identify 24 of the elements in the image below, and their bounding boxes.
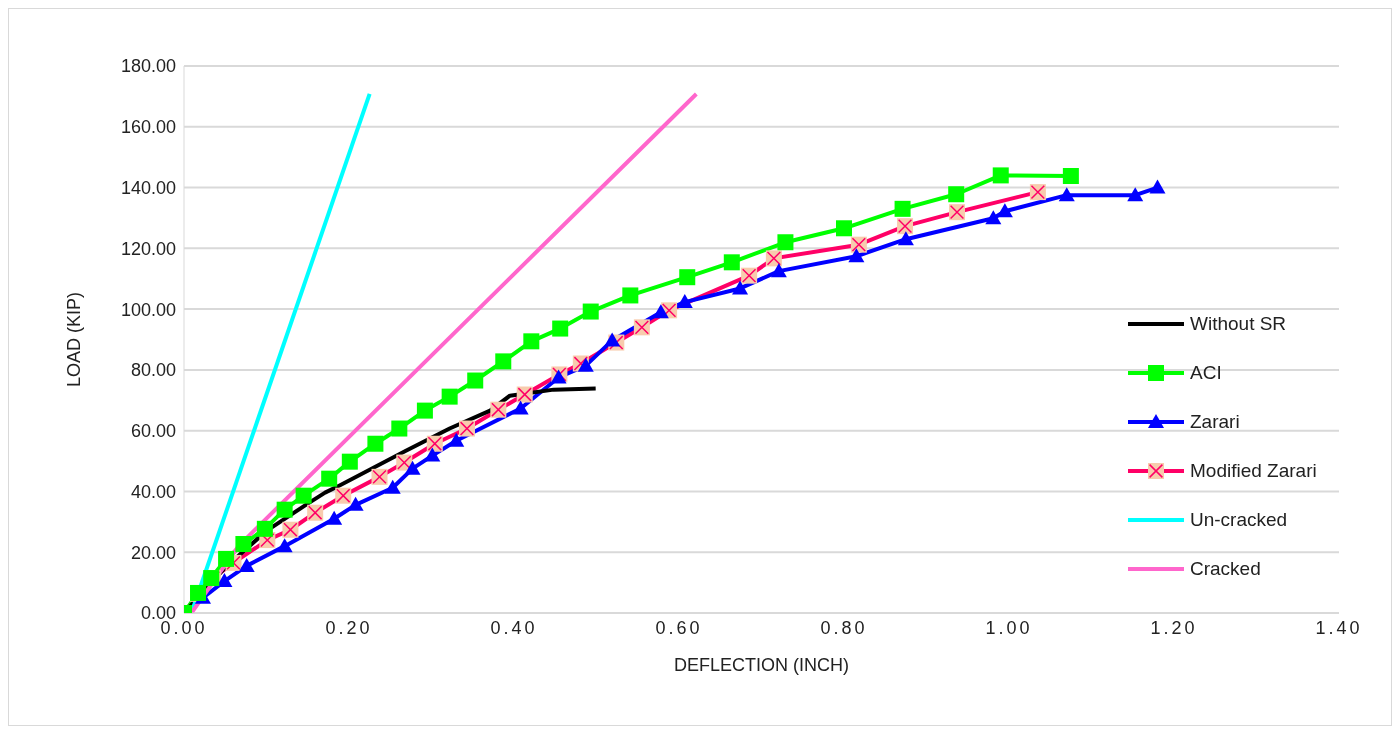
legend-label: Zarari: [1190, 410, 1240, 433]
x-tick-label: 1.00: [985, 617, 1033, 638]
x-tick-label: 0.60: [655, 617, 703, 638]
legend-label: Without SR: [1190, 312, 1287, 335]
x-tick-label: 0.80: [820, 617, 868, 638]
legend-label: Modified Zarari: [1190, 459, 1317, 482]
legend-label: Un-cracked: [1190, 508, 1288, 531]
y-tick-label: 140.00: [120, 177, 176, 198]
y-tick-label: 100.00: [120, 299, 176, 320]
y-tick-label: 180.00: [120, 56, 176, 77]
y-tick-label: 20.00: [130, 542, 176, 563]
legend-label: Cracked: [1190, 557, 1261, 580]
x-axis-title: DEFLECTION (INCH): [674, 655, 849, 675]
x-tick-label: 1.40: [1315, 617, 1363, 638]
x-tick-label: 0.40: [490, 617, 538, 638]
y-axis-title: LOAD (KIP): [64, 291, 85, 388]
y-tick-label: 160.00: [120, 117, 176, 138]
legend-label: ACI: [1190, 361, 1222, 384]
x-tick-label: 1.20: [1150, 617, 1198, 638]
x-tick-label: 0.20: [325, 617, 373, 638]
y-tick-label: 80.00: [130, 360, 176, 381]
y-tick-label: 60.00: [130, 421, 176, 442]
y-tick-label: 40.00: [130, 481, 176, 502]
y-tick-label: 120.00: [120, 238, 176, 259]
